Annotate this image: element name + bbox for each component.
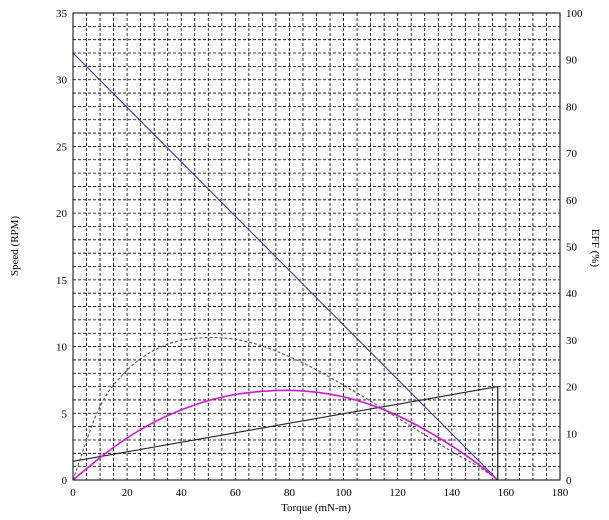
x-tick-label: 100 — [335, 487, 352, 499]
y-tick-label: 15 — [56, 275, 68, 287]
x-tick-label: 180 — [552, 487, 569, 499]
x-tick-label: 20 — [122, 487, 134, 499]
x-axis-title: Torque (mN-m) — [281, 502, 351, 514]
series-lines — [72, 52, 499, 481]
y2-tick-label: 0 — [566, 475, 572, 487]
y2-tick-label: 70 — [566, 148, 578, 160]
y-tick-label: 30 — [56, 75, 68, 87]
x-tick-label: 120 — [389, 487, 406, 499]
y-axis-title: Speed (RPM) — [9, 216, 21, 277]
grid-lines — [73, 13, 560, 480]
y-tick-label: 5 — [62, 408, 68, 420]
y-tick-label: 0 — [62, 475, 68, 487]
y2-tick-label: 90 — [566, 55, 578, 67]
series-line-2 — [72, 386, 498, 462]
series-line-4 — [72, 389, 499, 481]
x-tick-label: 140 — [444, 487, 461, 499]
y-tick-label: 35 — [56, 8, 68, 20]
y2-tick-label: 10 — [566, 428, 578, 440]
x-tick-label: 160 — [498, 487, 515, 499]
x-tick-label: 80 — [284, 487, 296, 499]
y2-axis-title: EFF (%) — [589, 229, 601, 268]
y-tick-label: 10 — [56, 342, 68, 354]
series-line-3 — [72, 337, 499, 481]
y2-tick-label: 50 — [566, 242, 578, 254]
y2-tick-label: 100 — [566, 8, 583, 20]
series-line-1 — [72, 52, 499, 481]
x-tick-label: 0 — [70, 487, 76, 499]
y2-tick-label: 80 — [566, 101, 578, 113]
plot-frame — [72, 12, 561, 481]
x-tick-label: 60 — [230, 487, 242, 499]
tick-labels: 0 20 40 60 80 100 120 140 160 1800510152025303501… — [56, 8, 583, 499]
x-tick-label: 40 — [176, 487, 188, 499]
y-tick-label: 25 — [56, 141, 68, 153]
y-tick-label: 20 — [56, 208, 68, 220]
y2-tick-label: 30 — [566, 335, 578, 347]
y2-tick-label: 60 — [566, 195, 578, 207]
y2-tick-label: 20 — [566, 382, 578, 394]
y2-tick-label: 40 — [566, 288, 578, 300]
